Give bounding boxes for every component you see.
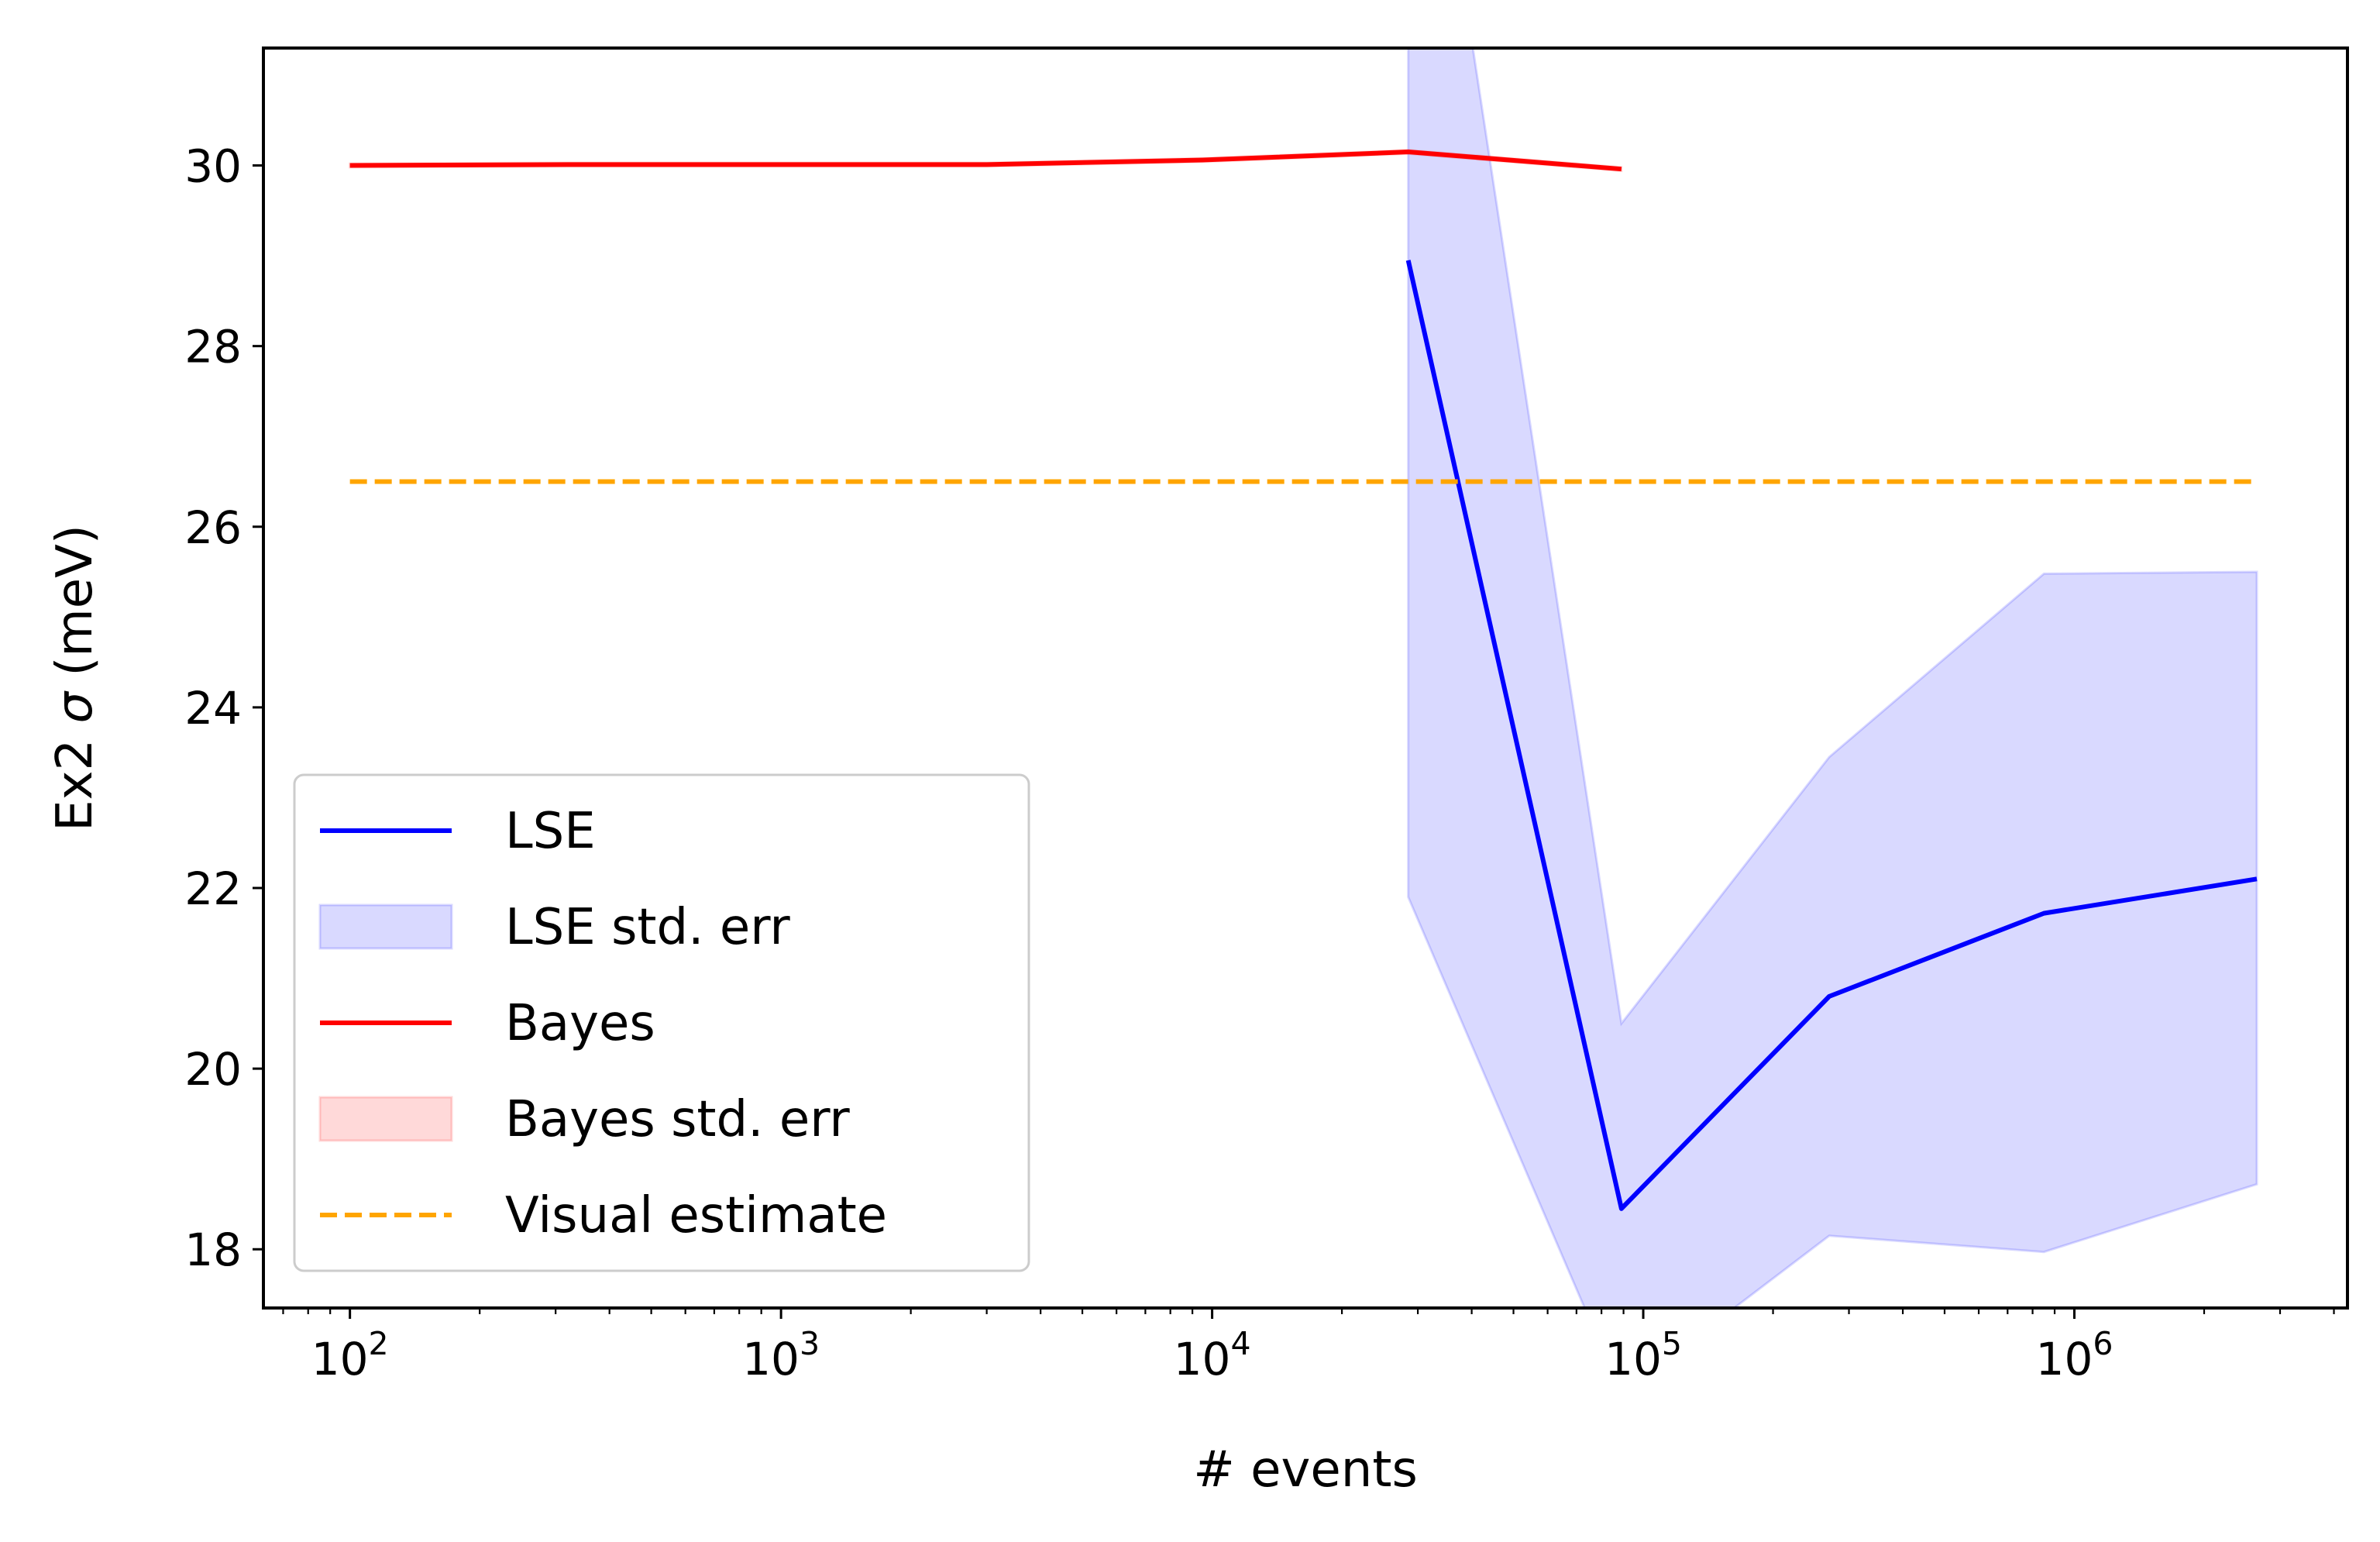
- lse-std-err-band: [1407, 48, 2258, 1308]
- bayes-line: [349, 150, 1622, 172]
- legend-label-bayes: Bayes: [505, 995, 655, 1052]
- legend-label-lse-std-err: LSE std. err: [505, 899, 790, 956]
- y-axis-label-prefix: Ex2: [46, 723, 104, 831]
- y-tick-label: 28: [184, 321, 242, 373]
- y-tick-label: 30: [184, 140, 242, 193]
- lse-line: [1405, 260, 2258, 1211]
- y-axis: 18 20 22 24 26 28 30: [184, 140, 263, 1276]
- y-tick-label: 22: [184, 862, 242, 915]
- x-tick-label: 103: [742, 1325, 820, 1385]
- x-tick-label: 105: [1604, 1325, 1682, 1385]
- legend-swatch-bayes-std-err: [318, 1096, 453, 1142]
- legend-swatch-lse-std-err: [318, 904, 453, 950]
- x-tick-label: 106: [2036, 1325, 2113, 1385]
- legend-label-lse: LSE: [505, 803, 596, 860]
- x-tick-exponent: 5: [1662, 1325, 1682, 1362]
- y-tick-label: 18: [184, 1224, 242, 1276]
- x-tick-base: 10: [1174, 1333, 1231, 1385]
- x-tick-label: 104: [1174, 1325, 1251, 1385]
- x-axis: 102 103 104 105 106: [282, 1308, 2335, 1385]
- legend-box: [293, 773, 1030, 1272]
- y-axis-label-suffix: (meV): [46, 525, 104, 692]
- x-tick-exponent: 6: [2093, 1325, 2113, 1362]
- x-tick-exponent: 3: [800, 1325, 820, 1362]
- plot-frame: [262, 46, 2349, 1310]
- y-tick-label: 20: [184, 1043, 242, 1096]
- y-axis-label: Ex2 σ (meV): [46, 525, 104, 831]
- x-axis-label: # events: [1193, 1441, 1418, 1499]
- y-tick-label: 26: [184, 501, 242, 554]
- plot-content: [349, 48, 2258, 1308]
- x-tick-exponent: 2: [369, 1325, 389, 1362]
- legend-label-visual-estimate: Visual estimate: [505, 1187, 887, 1244]
- x-tick-base: 10: [2036, 1333, 2093, 1385]
- x-tick-exponent: 4: [1230, 1325, 1250, 1362]
- x-tick-base: 10: [1604, 1333, 1662, 1385]
- legend: LSE LSE std. err Bayes Bayes std. err Visual…: [293, 773, 1030, 1272]
- x-tick-label: 102: [311, 1325, 389, 1385]
- x-tick-base: 10: [311, 1333, 369, 1385]
- y-tick-label: 24: [184, 682, 242, 735]
- legend-label-bayes-std-err: Bayes std. err: [505, 1091, 850, 1148]
- x-tick-base: 10: [742, 1333, 800, 1385]
- y-axis-label-symbol: σ: [46, 690, 104, 723]
